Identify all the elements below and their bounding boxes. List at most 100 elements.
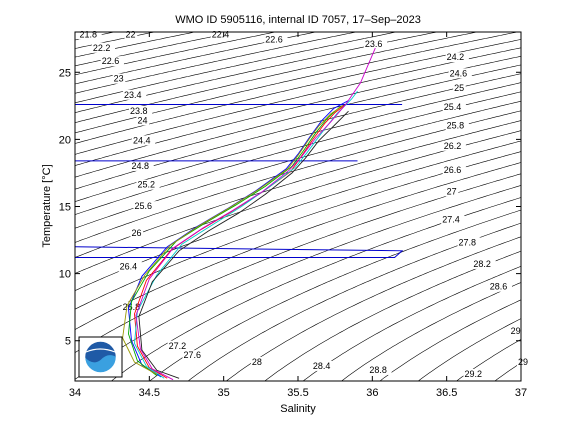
contour-label: 23.6 <box>365 39 383 49</box>
contour-label: 22.4 <box>212 29 230 39</box>
contour-label: 22.6 <box>265 35 283 45</box>
contour-label: 23.4 <box>124 90 142 100</box>
contour-label-bg <box>182 350 206 361</box>
contour-label: 25 <box>454 83 464 93</box>
profile-line <box>128 106 340 376</box>
density-contour-line <box>75 64 521 178</box>
contour-label-bg <box>472 258 496 269</box>
contour-label-bg <box>129 105 153 116</box>
contour-label: 22.6 <box>102 56 120 66</box>
contour-label-bg <box>453 83 466 94</box>
profile-line <box>138 110 349 379</box>
density-contour-line <box>75 82 521 202</box>
density-contour-line <box>75 47 521 155</box>
noaa-logo <box>78 336 123 378</box>
contour-label: 27.4 <box>442 215 460 225</box>
contour-label-bg <box>167 340 191 351</box>
density-contours <box>16 0 576 432</box>
contour-label: 25.4 <box>444 102 462 112</box>
density-contour-line <box>515 377 576 432</box>
contour-label-bg <box>264 34 288 45</box>
reference-line <box>75 246 404 258</box>
x-tick-label: 34 <box>69 387 81 399</box>
contour-label: 28 <box>252 357 262 367</box>
contour-label-bg <box>124 29 138 40</box>
contour-label: 24 <box>137 115 147 125</box>
density-contour-line <box>75 73 521 190</box>
contour-label-bg <box>136 115 150 126</box>
contour-label: 28.8 <box>369 365 387 375</box>
contour-label: 29 <box>511 326 521 336</box>
density-contour-line <box>75 39 521 144</box>
density-contour-line <box>379 299 521 381</box>
y-tick-label: 5 <box>65 336 71 348</box>
density-contour-line <box>149 209 521 381</box>
contour-label-bg <box>131 135 156 146</box>
contour-label-bg <box>130 228 144 239</box>
density-contour-line <box>75 32 479 123</box>
x-tick-label: 35.5 <box>287 387 308 399</box>
contour-label-bg <box>311 360 336 371</box>
contour-label-bg <box>442 101 466 112</box>
contour-label-bg <box>78 29 102 40</box>
density-contour-line <box>75 32 519 134</box>
contour-label-bg <box>488 281 512 292</box>
density-contour-line <box>75 32 358 94</box>
y-tick-label: 25 <box>59 67 71 79</box>
contour-label: 24.4 <box>133 135 151 145</box>
contour-label: 26.2 <box>444 141 462 151</box>
density-contour-line <box>75 32 277 76</box>
contour-label-bg <box>457 237 481 248</box>
density-contour-line <box>75 32 116 41</box>
x-axis-label: Salinity <box>280 403 316 415</box>
contour-label: 23.8 <box>130 106 148 116</box>
density-contour-line <box>75 32 398 104</box>
contour-label: 24.8 <box>131 161 149 171</box>
contour-label: 27.2 <box>169 341 187 351</box>
contour-label: 24.2 <box>447 52 465 62</box>
contour-label: 28.2 <box>473 259 491 269</box>
contour-label: 27.6 <box>184 350 202 360</box>
contour-label-bg <box>441 214 465 225</box>
contour-label: 26.4 <box>120 262 138 272</box>
contour-label-bg <box>368 364 392 375</box>
y-axis-label: Temperature [°C] <box>41 164 53 247</box>
contour-label-bg <box>517 356 530 367</box>
x-tick-label: 36.5 <box>436 387 457 399</box>
contour-label: 25.2 <box>137 180 155 190</box>
contour-label-bg <box>100 56 124 67</box>
x-tick-label: 35 <box>218 387 230 399</box>
profile-line <box>135 47 376 381</box>
contour-label: 22.2 <box>93 43 111 53</box>
contour-label-bg <box>136 179 160 190</box>
density-contour-line <box>494 362 521 381</box>
x-tick-label: 36 <box>366 387 378 399</box>
density-contour-line <box>16 0 576 4</box>
contour-label: 28.6 <box>490 282 508 292</box>
contour-label-bg <box>463 368 487 379</box>
contour-label-bg <box>445 52 469 63</box>
contour-label-bg <box>442 140 466 151</box>
contour-label: 25.8 <box>447 121 465 131</box>
y-axis: 5 10 15 20 25 <box>59 67 521 348</box>
x-tick-label: 34.5 <box>139 387 160 399</box>
contour-label: 25.6 <box>134 201 152 211</box>
contour-label-bg <box>121 301 145 312</box>
density-contour-line <box>75 32 318 85</box>
density-contour-line <box>75 151 521 310</box>
density-contour-line <box>75 162 521 330</box>
density-contour-line <box>75 110 521 243</box>
density-contour-line <box>456 339 521 381</box>
density-contour-line <box>225 236 521 381</box>
contour-label: 29.2 <box>465 369 483 379</box>
density-contour-line <box>75 32 156 49</box>
contour-label-bg <box>448 68 472 79</box>
contour-label-bg <box>250 356 264 367</box>
density-contour-line <box>302 265 521 381</box>
density-contour-line <box>75 173 521 353</box>
density-contour-line <box>554 408 576 432</box>
density-contour-line <box>75 91 521 215</box>
contour-label-bg <box>133 201 157 212</box>
contour-label-bg <box>509 326 523 337</box>
